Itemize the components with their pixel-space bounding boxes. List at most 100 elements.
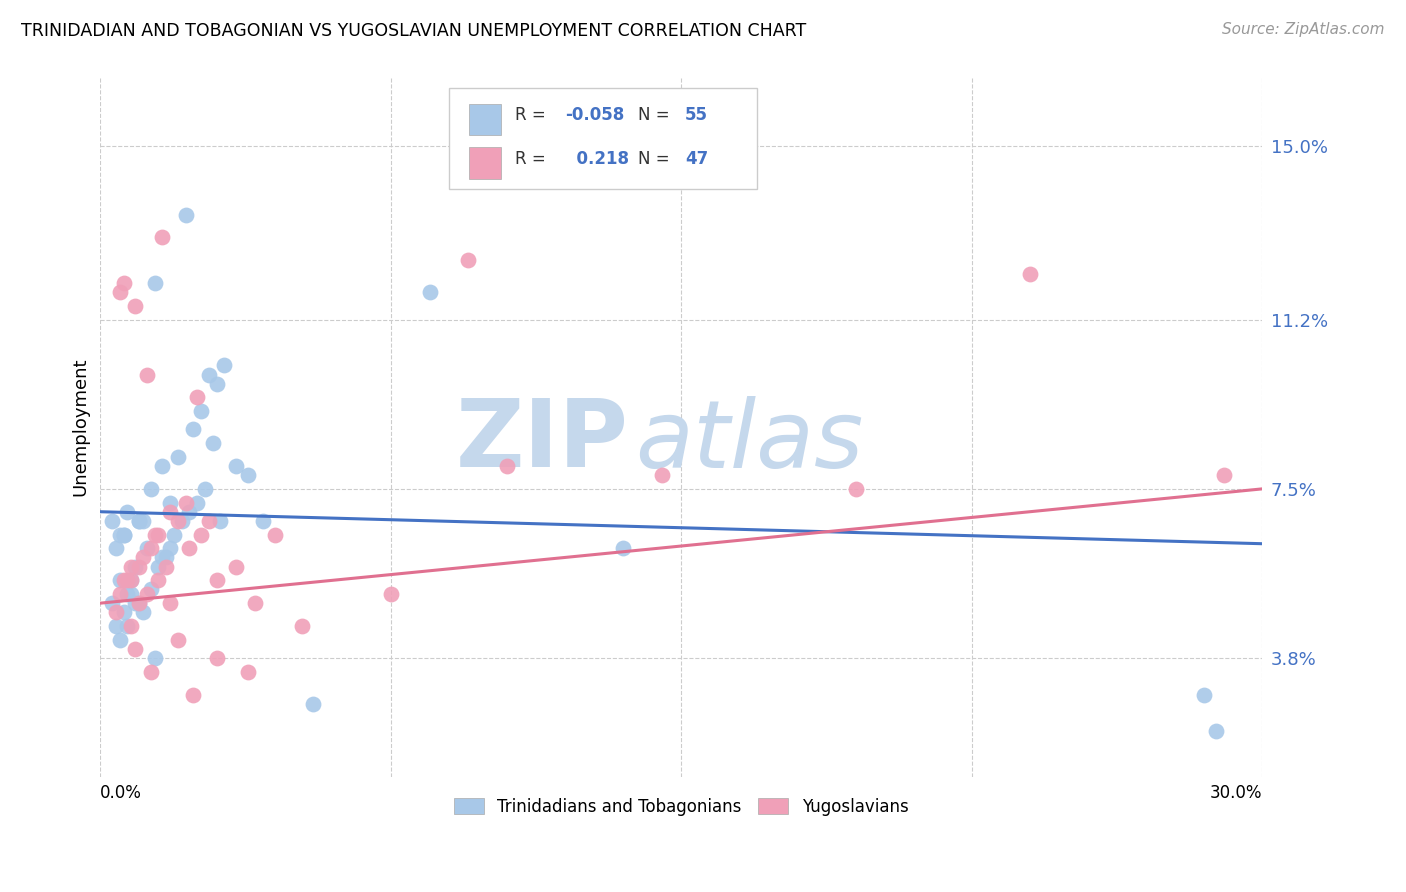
Point xyxy=(124,559,146,574)
Point xyxy=(190,527,212,541)
Point xyxy=(174,495,197,509)
Point xyxy=(101,596,124,610)
Point xyxy=(1192,688,1215,702)
Point xyxy=(120,559,142,574)
Point xyxy=(166,450,188,464)
Point xyxy=(128,596,150,610)
Point xyxy=(496,458,519,473)
Point xyxy=(120,619,142,633)
Point xyxy=(163,527,186,541)
Point xyxy=(139,541,162,556)
Point xyxy=(159,495,181,509)
Point xyxy=(132,605,155,619)
Point xyxy=(1205,724,1227,739)
Point xyxy=(651,468,673,483)
Point xyxy=(112,605,135,619)
Legend: Trinidadians and Tobagonians, Yugoslavians: Trinidadians and Tobagonians, Yugoslavia… xyxy=(446,789,917,824)
Point xyxy=(108,527,131,541)
Point xyxy=(612,541,634,556)
Point xyxy=(170,514,193,528)
Text: 0.0%: 0.0% xyxy=(100,784,142,802)
Point xyxy=(159,505,181,519)
Point xyxy=(135,541,157,556)
Point xyxy=(128,514,150,528)
Point xyxy=(380,587,402,601)
Point xyxy=(457,253,479,268)
Text: TRINIDADIAN AND TOBAGONIAN VS YUGOSLAVIAN UNEMPLOYMENT CORRELATION CHART: TRINIDADIAN AND TOBAGONIAN VS YUGOSLAVIA… xyxy=(21,22,806,40)
Point xyxy=(132,550,155,565)
Text: ZIP: ZIP xyxy=(456,395,628,487)
Point xyxy=(108,285,131,300)
Point xyxy=(124,596,146,610)
Text: 0.218: 0.218 xyxy=(565,151,628,169)
Point xyxy=(120,587,142,601)
Point xyxy=(214,359,236,373)
Point xyxy=(101,514,124,528)
Text: N =: N = xyxy=(638,151,675,169)
Point xyxy=(291,619,314,633)
Point xyxy=(143,527,166,541)
Point xyxy=(120,574,142,588)
Point xyxy=(104,619,127,633)
Text: N =: N = xyxy=(638,106,675,124)
Point xyxy=(104,541,127,556)
Point xyxy=(139,582,162,597)
Point xyxy=(159,541,181,556)
Point xyxy=(148,527,170,541)
Point xyxy=(166,514,188,528)
Point xyxy=(148,559,170,574)
FancyBboxPatch shape xyxy=(449,88,756,189)
Point xyxy=(263,527,285,541)
Point xyxy=(252,514,274,528)
Point xyxy=(150,458,173,473)
Point xyxy=(155,559,177,574)
Point xyxy=(108,632,131,647)
Point xyxy=(198,514,221,528)
Point xyxy=(159,596,181,610)
Point xyxy=(124,299,146,313)
Point xyxy=(190,404,212,418)
Point xyxy=(112,276,135,290)
Point xyxy=(186,495,208,509)
Text: 30.0%: 30.0% xyxy=(1209,784,1263,802)
Point xyxy=(112,527,135,541)
Point xyxy=(117,574,139,588)
Point xyxy=(112,574,135,588)
Text: Source: ZipAtlas.com: Source: ZipAtlas.com xyxy=(1222,22,1385,37)
Point xyxy=(236,665,259,679)
Point xyxy=(174,208,197,222)
Point xyxy=(143,276,166,290)
Point xyxy=(150,230,173,244)
Point xyxy=(201,436,224,450)
Point xyxy=(112,527,135,541)
Point xyxy=(128,514,150,528)
Point xyxy=(845,482,868,496)
Point xyxy=(225,458,247,473)
Text: 47: 47 xyxy=(685,151,709,169)
Point xyxy=(117,619,139,633)
Point xyxy=(1212,468,1234,483)
Point xyxy=(194,482,217,496)
Point xyxy=(128,596,150,610)
Point xyxy=(117,505,139,519)
Point xyxy=(139,665,162,679)
Point xyxy=(179,505,201,519)
Point xyxy=(198,368,221,382)
Text: R =: R = xyxy=(515,151,551,169)
FancyBboxPatch shape xyxy=(468,147,501,179)
Point xyxy=(120,574,142,588)
Point xyxy=(236,468,259,483)
Text: -0.058: -0.058 xyxy=(565,106,624,124)
Point xyxy=(155,550,177,565)
Point xyxy=(117,587,139,601)
Point xyxy=(104,605,127,619)
Point xyxy=(150,550,173,565)
Point xyxy=(166,632,188,647)
Point xyxy=(124,641,146,656)
Text: atlas: atlas xyxy=(636,396,863,487)
Point xyxy=(1018,267,1040,281)
Point xyxy=(302,697,325,711)
Point xyxy=(205,376,228,391)
Point xyxy=(108,574,131,588)
Point xyxy=(419,285,441,300)
